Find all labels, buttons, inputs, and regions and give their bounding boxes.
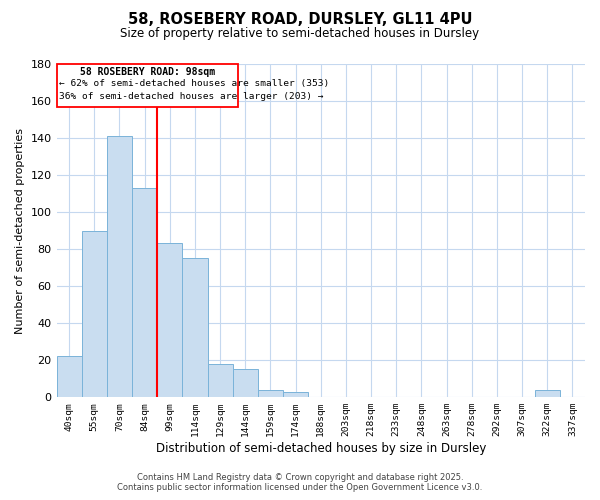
Bar [56, 356, 82, 397]
Bar [535, 390, 560, 397]
Bar [157, 244, 182, 397]
Text: Contains HM Land Registry data © Crown copyright and database right 2025.
Contai: Contains HM Land Registry data © Crown c… [118, 473, 482, 492]
Text: Size of property relative to semi-detached houses in Dursley: Size of property relative to semi-detach… [121, 28, 479, 40]
X-axis label: Distribution of semi-detached houses by size in Dursley: Distribution of semi-detached houses by … [155, 442, 486, 455]
Bar [283, 392, 308, 397]
Text: 58 ROSEBERY ROAD: 98sqm: 58 ROSEBERY ROAD: 98sqm [80, 67, 215, 77]
FancyBboxPatch shape [56, 64, 238, 106]
Bar [132, 188, 157, 397]
Text: ← 62% of semi-detached houses are smaller (353): ← 62% of semi-detached houses are smalle… [59, 79, 329, 88]
Bar [208, 364, 233, 397]
Text: 58, ROSEBERY ROAD, DURSLEY, GL11 4PU: 58, ROSEBERY ROAD, DURSLEY, GL11 4PU [128, 12, 472, 28]
Bar [82, 230, 107, 397]
Text: 36% of semi-detached houses are larger (203) →: 36% of semi-detached houses are larger (… [59, 92, 323, 101]
Bar [258, 390, 283, 397]
Bar [107, 136, 132, 397]
Bar [182, 258, 208, 397]
Y-axis label: Number of semi-detached properties: Number of semi-detached properties [15, 128, 25, 334]
Bar [233, 370, 258, 397]
